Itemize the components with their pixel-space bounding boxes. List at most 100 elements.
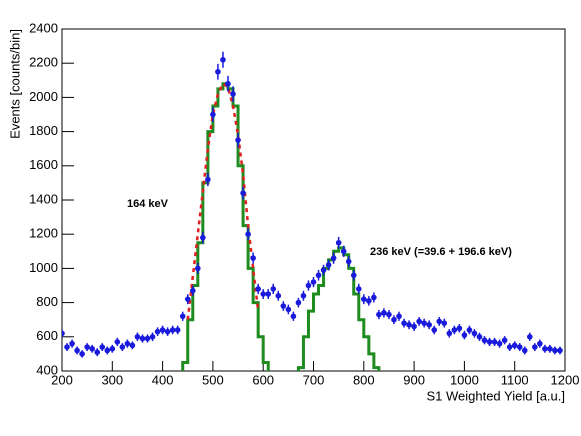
data-point — [547, 345, 553, 352]
data-point — [330, 255, 337, 261]
data-point — [129, 342, 136, 349]
data-point — [215, 68, 221, 75]
data-point — [74, 347, 80, 354]
data-point — [411, 323, 417, 330]
data-point — [230, 91, 236, 97]
data-point — [355, 286, 362, 292]
data-point — [325, 262, 332, 268]
data-point — [456, 325, 463, 332]
data-point — [179, 313, 186, 320]
data-point — [295, 299, 302, 306]
y-tick-label: 1800 — [29, 123, 58, 138]
x-axis-label: S1 Weighted Yield [a.u.] — [426, 388, 565, 403]
data-point — [516, 344, 523, 350]
data-point — [431, 327, 438, 333]
data-point — [310, 279, 317, 285]
data-point — [210, 111, 216, 118]
y-tick-label: 800 — [36, 294, 58, 309]
data-point — [134, 334, 141, 340]
data-point — [537, 340, 543, 347]
data-point — [396, 313, 402, 320]
data-point — [280, 303, 287, 309]
data-point — [441, 320, 448, 326]
data-point — [542, 345, 548, 352]
data-point — [451, 327, 458, 333]
data-point — [421, 320, 427, 326]
data-point — [532, 344, 538, 350]
data-point — [436, 318, 443, 325]
data-point — [476, 334, 483, 340]
x-tick-label: 1200 — [551, 372, 580, 387]
data-point — [285, 306, 292, 313]
data-point — [255, 286, 261, 292]
y-tick-label: 2200 — [29, 55, 58, 70]
data-point — [401, 320, 407, 326]
data-point — [315, 272, 322, 279]
data-point — [250, 255, 256, 261]
data-point — [521, 347, 528, 354]
data-point — [471, 330, 478, 337]
data-point — [320, 267, 327, 273]
data-point — [124, 340, 131, 347]
x-tick-label: 600 — [252, 372, 274, 387]
data-point — [89, 345, 95, 352]
data-point — [265, 291, 272, 297]
data-point — [64, 344, 70, 350]
data-point — [350, 272, 357, 279]
data-point — [496, 340, 503, 347]
data-point — [305, 282, 312, 289]
data-point — [79, 351, 85, 357]
data-point — [491, 339, 498, 345]
data-point — [275, 292, 282, 299]
data-point — [245, 231, 251, 237]
x-tick-label: 900 — [403, 372, 425, 387]
data-point — [139, 335, 146, 342]
data-point — [200, 234, 206, 241]
histogram — [296, 246, 381, 371]
data-point — [557, 347, 563, 354]
y-tick-label: 1200 — [29, 226, 58, 241]
annotation: 236 keV (=39.6 + 196.6 keV) — [370, 246, 512, 258]
data-point — [552, 347, 558, 354]
x-tick-label: 500 — [202, 372, 224, 387]
data-point — [300, 292, 307, 299]
data-point — [189, 287, 196, 294]
y-tick-label: 400 — [36, 362, 58, 377]
data-point — [426, 322, 432, 328]
data-point — [104, 347, 111, 354]
data-point — [270, 286, 277, 292]
x-tick-label: 1000 — [450, 372, 479, 387]
data-point — [416, 318, 422, 325]
data-point — [335, 239, 342, 246]
data-point — [114, 339, 121, 345]
data-point — [99, 344, 106, 350]
y-axis-label: Events [counts/bin] — [7, 29, 22, 139]
data-point — [240, 190, 246, 196]
x-tick-label: 300 — [101, 372, 123, 387]
y-tick-label: 600 — [36, 328, 58, 343]
data-point — [371, 294, 377, 301]
y-tick-label: 1400 — [29, 191, 58, 206]
data-point — [84, 344, 90, 350]
data-point — [481, 337, 488, 344]
data-point — [486, 339, 493, 345]
data-point — [391, 316, 397, 323]
data-point — [169, 327, 176, 333]
data-point — [366, 298, 372, 304]
data-point — [260, 291, 267, 297]
data-point — [119, 344, 126, 350]
data-point — [381, 310, 387, 316]
annotation: 164 keV — [127, 198, 169, 210]
data-point — [174, 327, 181, 333]
data-point — [109, 345, 116, 352]
x-tick-label: 800 — [353, 372, 375, 387]
x-tick-label: 700 — [303, 372, 325, 387]
data-point — [195, 265, 201, 272]
y-tick-label: 1000 — [29, 260, 58, 275]
data-point — [159, 327, 166, 333]
y-tick-label: 2000 — [29, 89, 58, 104]
data-point — [154, 328, 161, 335]
data-point — [164, 328, 171, 335]
y-tick-label: 1600 — [29, 157, 58, 172]
